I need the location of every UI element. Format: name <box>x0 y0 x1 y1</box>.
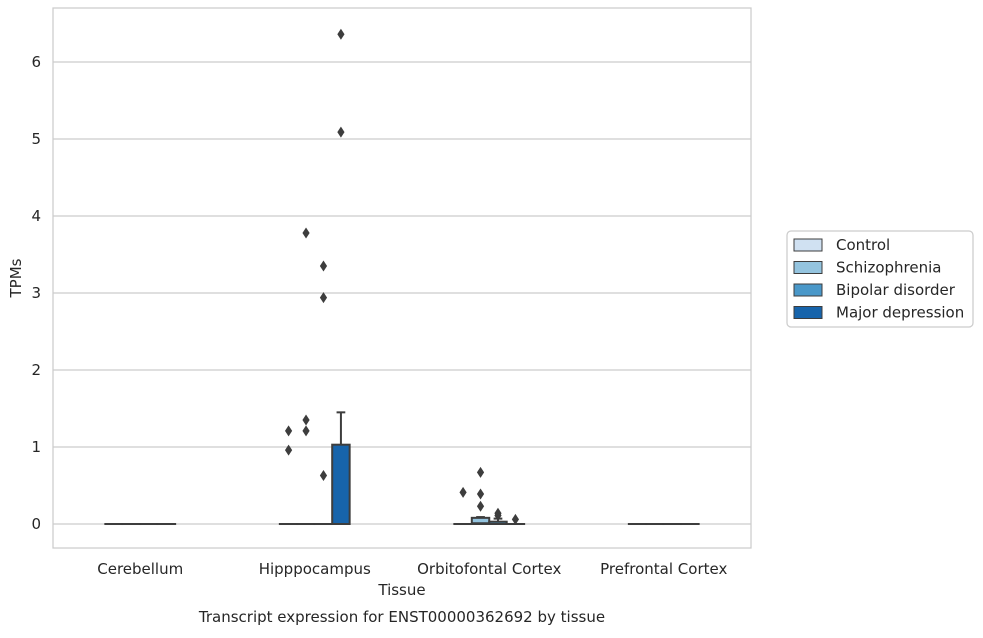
y-tick-label: 5 <box>31 130 41 148</box>
box-schizophrenia <box>472 467 489 524</box>
grid-layer <box>53 62 751 524</box>
box-body <box>332 445 349 524</box>
outlier-point <box>302 227 309 238</box>
outlier-point <box>477 488 484 499</box>
outlier-point <box>320 261 327 272</box>
y-tick-label: 6 <box>31 53 41 71</box>
x-tick-label: Cerebellum <box>97 560 183 578</box>
box-schizophrenia <box>297 227 314 524</box>
marks-layer <box>105 29 698 525</box>
y-tick-label: 3 <box>31 284 41 302</box>
legend-swatch <box>794 307 822 319</box>
legend-swatch <box>794 239 822 251</box>
outlier-point <box>302 425 309 436</box>
x-axis-label: Tissue <box>377 581 425 599</box>
legend-label: Control <box>836 236 890 254</box>
box-bipolar-disorder <box>489 508 506 524</box>
plot-area-frame <box>53 8 751 548</box>
y-axis-label: TPMs <box>7 258 25 298</box>
x-tick-label: Prefrontal Cortex <box>600 560 727 578</box>
outlier-point <box>337 29 344 40</box>
outlier-point <box>320 470 327 481</box>
legend-swatch <box>794 284 822 296</box>
legend-label: Schizophrenia <box>836 259 941 277</box>
y-tick-label: 0 <box>31 515 41 533</box>
y-tick-label: 4 <box>31 207 41 225</box>
axes-layer: 0 1 2 3 4 5 6 Cerebellum Hipppocampus Orbitofonta… <box>31 53 727 578</box>
y-tick-label: 1 <box>31 438 41 456</box>
legend-label: Bipolar disorder <box>836 281 956 299</box>
box-control <box>454 487 471 524</box>
legend-swatch <box>794 262 822 274</box>
legend: Control Schizophrenia Bipolar disorder Majo… <box>787 231 973 327</box>
legend-label: Major depression <box>836 304 964 322</box>
outlier-point <box>302 415 309 426</box>
box-major-depression <box>507 514 524 525</box>
outlier-point <box>459 487 466 498</box>
chart-caption: Transcript expression for ENST0000036269… <box>198 608 605 626</box>
box-control <box>280 425 297 524</box>
x-tick-label: Hipppocampus <box>259 560 371 578</box>
outlier-point <box>285 445 292 456</box>
y-tick-label: 2 <box>31 361 41 379</box>
box-bipolar-disorder <box>315 261 332 524</box>
box-major-depression <box>332 29 349 524</box>
outlier-point <box>477 467 484 478</box>
outlier-point <box>477 501 484 512</box>
outlier-point <box>320 292 327 303</box>
outlier-point <box>285 425 292 436</box>
x-tick-label: Orbitofontal Cortex <box>417 560 561 578</box>
outlier-point <box>337 127 344 138</box>
